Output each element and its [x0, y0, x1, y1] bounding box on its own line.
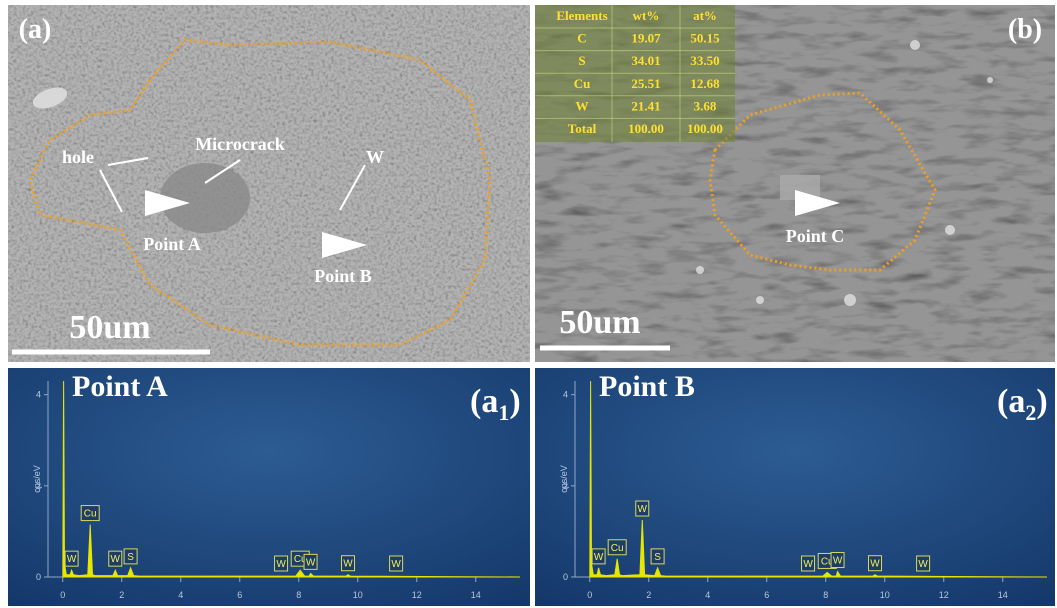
y-tick-label: 0	[36, 572, 41, 582]
x-tick-label: 8	[296, 590, 301, 600]
x-tick-label: 6	[764, 590, 769, 600]
table-cell: S	[578, 53, 585, 68]
annotation: Point C	[786, 226, 845, 246]
y-axis-label: cps/eV	[32, 465, 42, 493]
composition-table: Elements wt% at% C 19.07 50.15 S 34.01 33.50 Cu 25…	[535, 5, 735, 142]
annotation: hole	[62, 147, 94, 167]
y-tick-label: 4	[36, 390, 41, 400]
peak-label: W	[67, 554, 77, 565]
scale-label: 50um	[69, 309, 150, 346]
x-tick-label: 8	[823, 590, 828, 600]
panel-label: (b)	[1008, 14, 1042, 45]
peak-label: W	[594, 552, 604, 563]
peak-label: S	[127, 552, 134, 563]
peak-label: S	[654, 552, 661, 563]
x-tick-label: 2	[119, 590, 124, 600]
x-tick-label: 12	[412, 590, 422, 600]
peak-label: W	[343, 559, 353, 570]
spectrum-bg	[535, 368, 1055, 606]
annotation: Point A	[143, 234, 201, 254]
x-tick-label: 0	[587, 590, 592, 600]
table-cell: Cu	[574, 76, 591, 91]
panel-label-close: )	[1036, 383, 1047, 420]
panel-a: (a) hole Microcrack W Point A Point B 50…	[8, 5, 530, 362]
table-cell: 12.68	[690, 76, 720, 91]
panel-label-main: (a	[470, 383, 498, 420]
peak-label: W	[391, 559, 401, 570]
table-cell: 34.01	[631, 53, 660, 68]
x-tick-label: 10	[880, 590, 890, 600]
table-cell: 19.07	[631, 31, 661, 46]
crater	[160, 163, 250, 233]
x-tick-label: 4	[178, 590, 183, 600]
peak-label: Cu	[84, 509, 97, 520]
x-tick-label: 10	[353, 590, 363, 600]
panel-label-sub: 2	[1025, 400, 1036, 425]
peak-label: W	[276, 559, 286, 570]
table-cell: 25.51	[631, 76, 660, 91]
peak-label: W	[918, 559, 928, 570]
table-cell: 3.68	[694, 98, 717, 113]
panel-label: (a)	[19, 14, 52, 45]
x-tick-label: 14	[998, 590, 1008, 600]
peak-label: W	[833, 556, 843, 567]
table-cell: Total	[568, 121, 597, 136]
spectrum-bg	[8, 368, 530, 606]
table-cell: 21.41	[631, 98, 660, 113]
table-cell: C	[577, 31, 586, 46]
panel-b: (b) Point C 50um Elements wt% at% C 19.07 50.…	[535, 5, 1055, 362]
table-cell: 100.00	[687, 121, 723, 136]
annotation: W	[366, 147, 384, 167]
table-header: Elements	[556, 8, 607, 23]
panel-label-sub: 1	[498, 400, 509, 425]
peak-label: W	[803, 559, 813, 570]
spectrum-title: Point B	[599, 370, 695, 403]
panel-label-main: (a	[997, 383, 1025, 420]
figure: (a) hole Microcrack W Point A Point B 50…	[0, 0, 1057, 608]
x-tick-label: 4	[705, 590, 710, 600]
x-tick-label: 2	[646, 590, 651, 600]
y-tick-label: 4	[563, 390, 568, 400]
table-cell: W	[576, 98, 589, 113]
table-header: wt%	[633, 8, 660, 23]
table-cell: 50.15	[690, 31, 720, 46]
panel-label-close: )	[509, 383, 520, 420]
peak-label: W	[306, 557, 316, 568]
x-tick-label: 14	[471, 590, 481, 600]
y-tick-label: 0	[563, 572, 568, 582]
x-tick-label: 6	[237, 590, 242, 600]
peak-label: W	[638, 504, 648, 515]
spectrum-title: Point A	[72, 370, 168, 403]
table-cell: 100.00	[628, 121, 664, 136]
peak-label: W	[870, 559, 880, 570]
y-axis-label: cps/eV	[559, 465, 569, 493]
annotation: Microcrack	[195, 134, 285, 154]
table-cell: 33.50	[690, 53, 719, 68]
x-tick-label: 0	[60, 590, 65, 600]
panel-label: (a2)	[997, 383, 1048, 425]
annotation: Point B	[314, 266, 372, 286]
panel-label: (a1)	[470, 383, 521, 425]
scale-label: 50um	[559, 304, 640, 341]
peak-label: W	[111, 554, 121, 565]
x-tick-label: 12	[939, 590, 949, 600]
peak-label: Cu	[611, 543, 624, 554]
table-header: at%	[693, 8, 717, 23]
